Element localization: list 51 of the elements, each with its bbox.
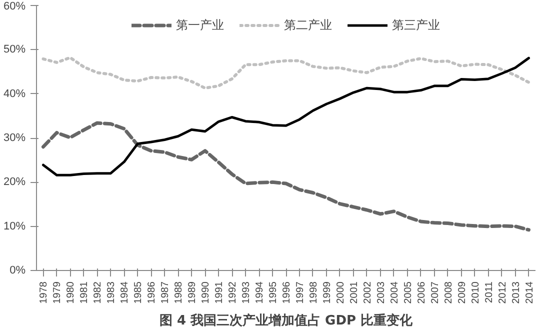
y-tick-label: 40% bbox=[3, 88, 26, 100]
x-tick-label: 1983 bbox=[106, 281, 118, 304]
x-tick-label: 2002 bbox=[362, 281, 374, 304]
y-tick-label: 50% bbox=[3, 44, 26, 56]
y-tick-label: 20% bbox=[3, 176, 26, 188]
x-tick-label: 1981 bbox=[79, 281, 90, 304]
x-tick-label: 1990 bbox=[200, 281, 212, 304]
x-tick-label: 1979 bbox=[52, 281, 64, 304]
x-tick-label: 2000 bbox=[335, 281, 346, 304]
x-tick-label: 1978 bbox=[38, 281, 50, 304]
x-tick-label: 1984 bbox=[120, 281, 131, 304]
line-series bbox=[42, 56, 530, 176]
y-tick-label: 30% bbox=[3, 132, 26, 144]
x-tick-label: 2005 bbox=[402, 281, 414, 304]
legend-label: 第三产业 bbox=[392, 16, 440, 34]
line-series bbox=[42, 56, 530, 90]
x-tick-label: 2004 bbox=[389, 281, 400, 304]
x-tick-label: 1995 bbox=[268, 281, 280, 304]
x-tick-label: 1989 bbox=[187, 281, 198, 304]
x-tick-label: 1993 bbox=[241, 281, 252, 304]
x-tick-label: 2008 bbox=[443, 281, 454, 304]
x-tick-label: 1999 bbox=[322, 281, 333, 304]
x-tick-label: 2014 bbox=[524, 281, 536, 304]
y-tick-label: 60% bbox=[3, 0, 26, 12]
x-tick-label: 1992 bbox=[228, 281, 239, 304]
x-tick-label: 2001 bbox=[348, 281, 360, 304]
x-tick-label: 1994 bbox=[254, 281, 266, 304]
x-tick-label: 1996 bbox=[282, 281, 292, 304]
x-tick-label: 1982 bbox=[92, 281, 104, 304]
x-tick-label: 2009 bbox=[456, 281, 468, 304]
y-tick-label: 0% bbox=[10, 264, 26, 276]
x-tick-label: 1980 bbox=[66, 281, 77, 304]
x-tick-label: 1991 bbox=[214, 281, 226, 304]
x-tick-label: 1988 bbox=[174, 281, 185, 304]
x-tick-label: 2010 bbox=[470, 281, 482, 304]
x-tick-label: 2013 bbox=[510, 281, 522, 304]
x-tick-label: 2012 bbox=[497, 281, 508, 304]
x-tick-label: 2007 bbox=[430, 281, 441, 304]
x-tick-label: 1986 bbox=[146, 281, 158, 304]
line-series bbox=[41, 121, 531, 232]
x-tick-label: 1998 bbox=[308, 281, 320, 304]
x-tick-label: 1997 bbox=[294, 281, 306, 304]
legend-label: 第一产业 bbox=[176, 16, 224, 34]
legend-label: 第二产业 bbox=[284, 16, 332, 34]
x-tick-label: 1985 bbox=[133, 281, 144, 304]
x-tick-label: 2003 bbox=[376, 281, 387, 304]
x-tick-label: 1987 bbox=[160, 281, 172, 304]
text: 图 4 我国三次产业增加值占 GDP 比重变化 bbox=[159, 312, 414, 328]
x-tick-label: 2006 bbox=[416, 281, 428, 304]
y-tick-label: 10% bbox=[3, 220, 26, 232]
x-tick-label: 2011 bbox=[484, 281, 495, 304]
